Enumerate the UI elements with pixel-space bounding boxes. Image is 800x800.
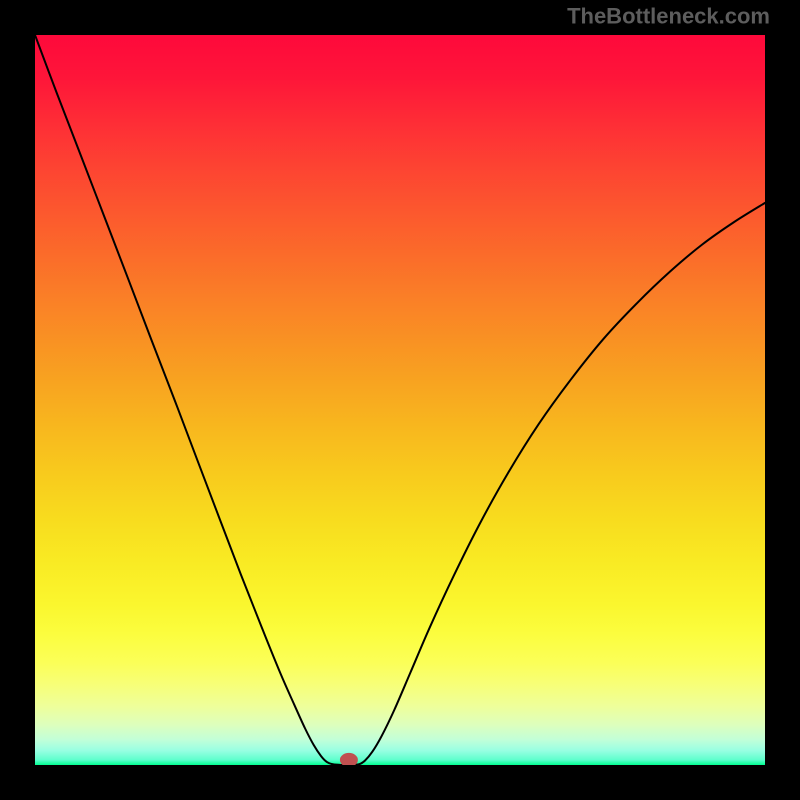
optimum-marker [340,753,358,767]
plot-background [35,35,765,765]
chart-canvas: TheBottleneck.com [0,0,800,800]
watermark-text: TheBottleneck.com [567,4,770,29]
